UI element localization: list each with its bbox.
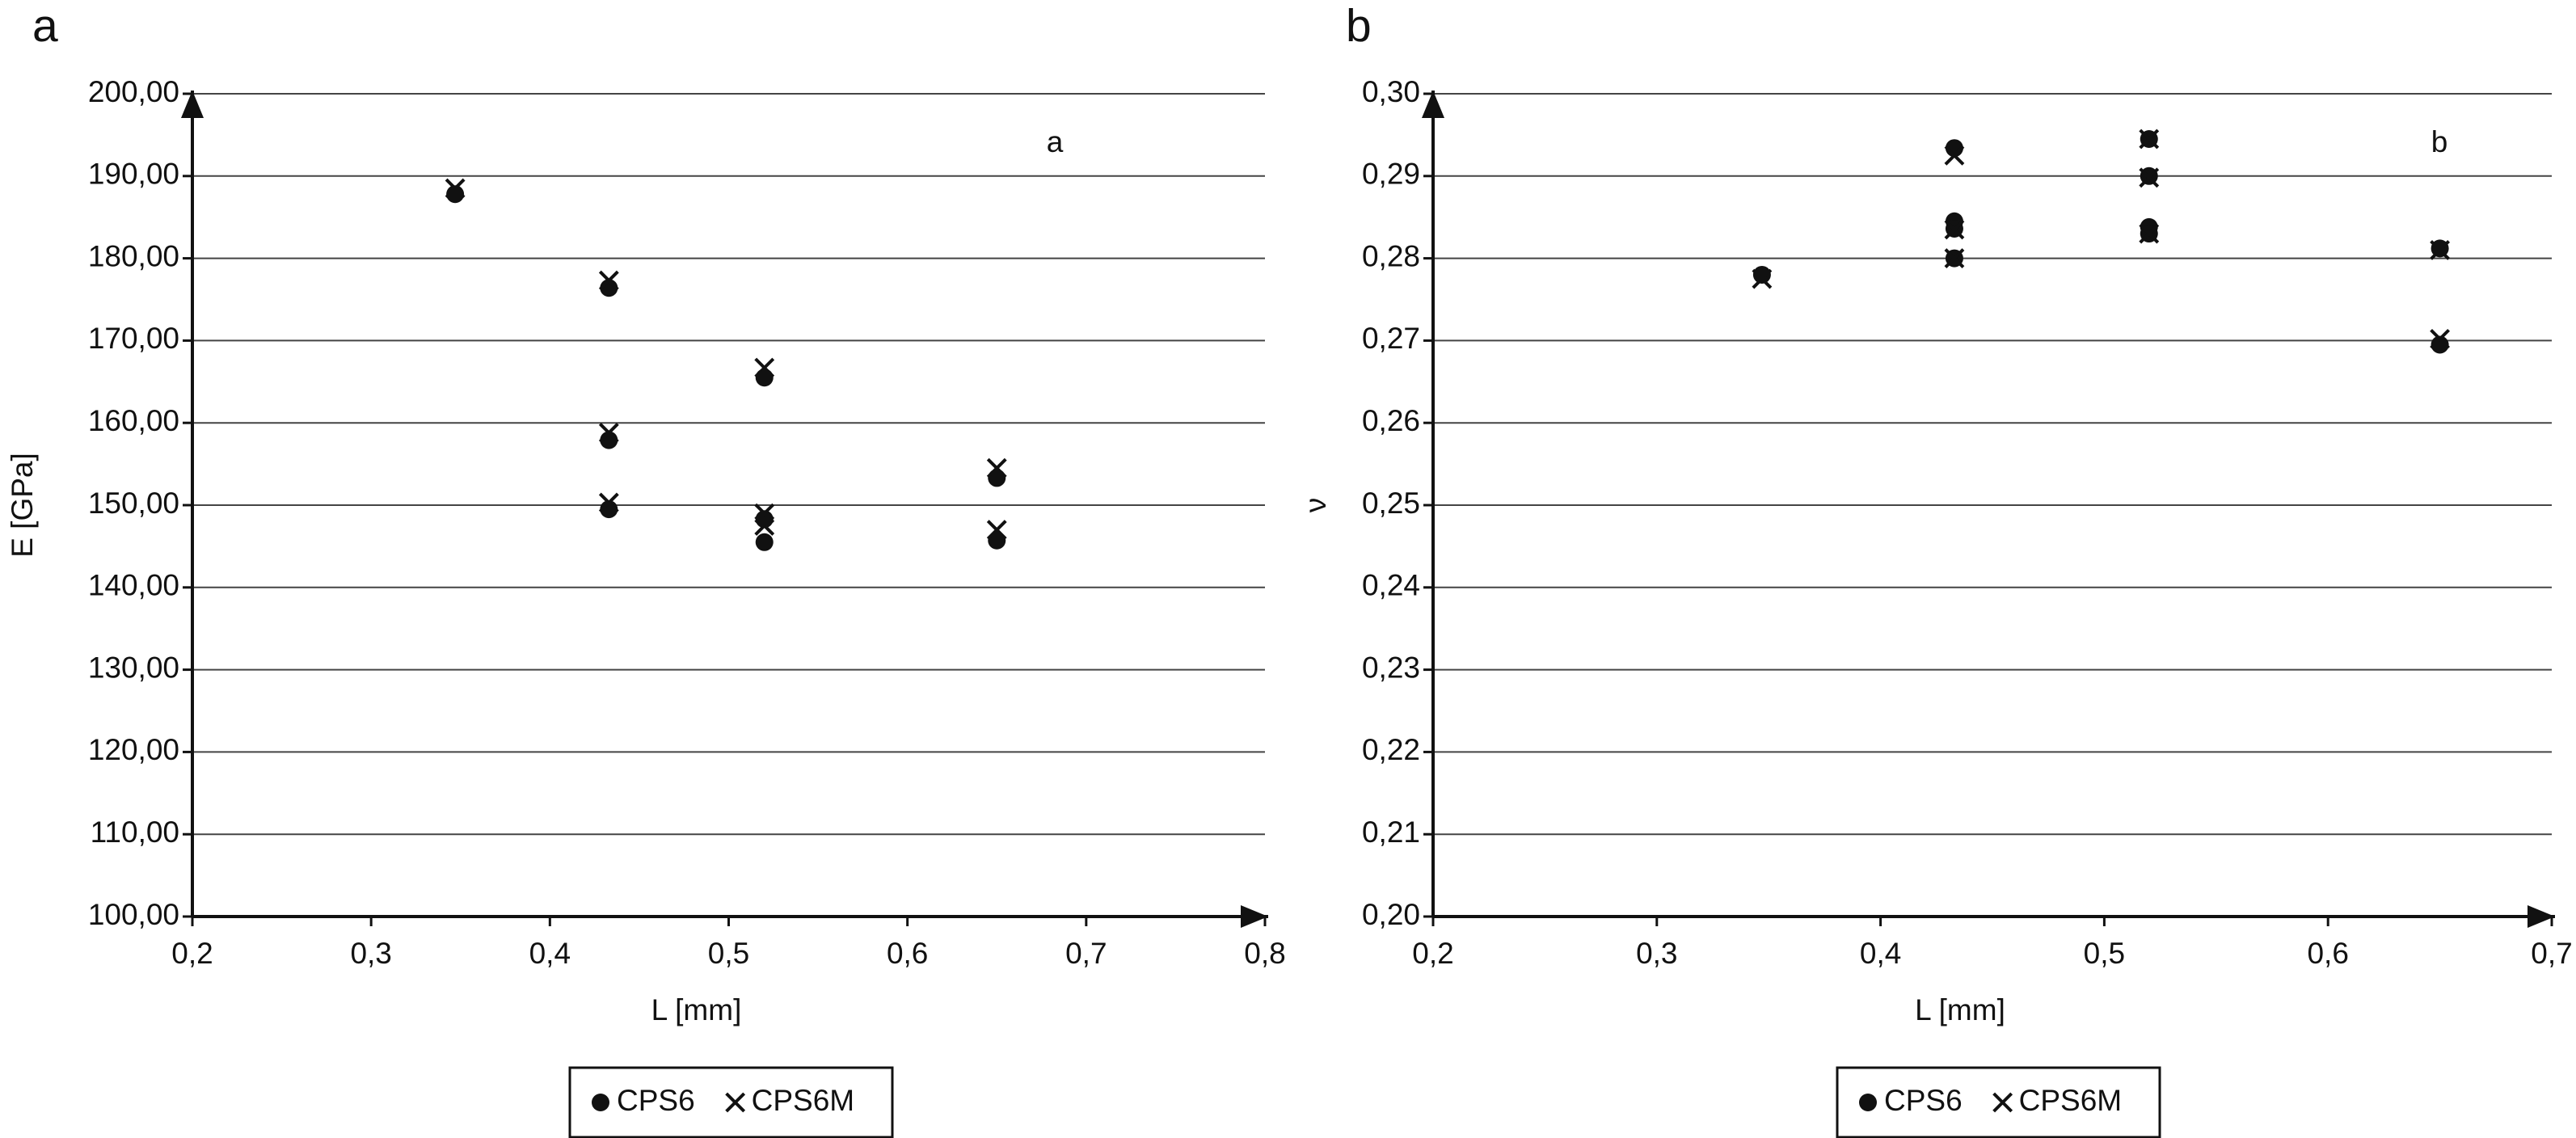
y-axis-label: ν xyxy=(1299,498,1332,513)
y-tick-label: 0,27 xyxy=(1362,322,1420,355)
data-point xyxy=(598,270,619,291)
y-tick-label: 0,28 xyxy=(1362,239,1420,272)
x-tick-label: 0,5 xyxy=(2084,937,2125,970)
data-point xyxy=(1944,145,1965,166)
legend-label: CPS6M xyxy=(2019,1084,2122,1117)
data-point xyxy=(1944,248,1965,269)
x-tick-label: 0,6 xyxy=(2307,937,2348,970)
legend-marker xyxy=(1859,1094,1877,1111)
x-tick-label: 0,6 xyxy=(887,937,928,970)
legend: CPS6 CPS6M xyxy=(568,1066,894,1138)
data-point xyxy=(598,423,619,443)
x-tick-label: 0,7 xyxy=(1065,937,1107,970)
data-point xyxy=(2431,335,2449,354)
data-point xyxy=(1944,219,1965,240)
data-point xyxy=(1752,265,1771,284)
y-tick-label: 0,20 xyxy=(1362,898,1420,931)
data-point xyxy=(755,533,774,551)
legend-box xyxy=(1836,1066,2161,1138)
data-point xyxy=(1752,268,1773,289)
y-axis-label: E [GPa] xyxy=(6,453,39,558)
data-point xyxy=(754,357,775,378)
data-point xyxy=(986,457,1007,478)
x-tick-label: 0,2 xyxy=(1412,937,1453,970)
legend-label: CPS6 xyxy=(1884,1084,1963,1117)
y-tick-label: 120,00 xyxy=(88,733,179,766)
y-tick-label: 0,24 xyxy=(1362,569,1420,602)
y-tick-label: 170,00 xyxy=(88,322,179,355)
y-tick-label: 100,00 xyxy=(88,898,179,931)
y-tick-label: 200,00 xyxy=(88,75,179,108)
data-point xyxy=(755,369,774,387)
x-tick-label: 0,3 xyxy=(1636,937,1677,970)
y-tick-label: 160,00 xyxy=(88,404,179,437)
x-tick-label: 0,2 xyxy=(171,937,213,970)
annotation: a xyxy=(1047,125,1064,158)
data-point xyxy=(986,520,1007,540)
legend-marker xyxy=(725,1092,746,1113)
y-tick-label: 130,00 xyxy=(88,651,179,684)
data-point xyxy=(988,469,1006,487)
legend-marker xyxy=(1992,1092,2013,1113)
data-point xyxy=(600,500,618,519)
panel-label: b xyxy=(1346,0,1372,52)
legend: CPS6 CPS6M xyxy=(1836,1066,2161,1138)
data-point xyxy=(2430,240,2451,260)
y-tick-label: 0,25 xyxy=(1362,487,1420,520)
legend-label: CPS6M xyxy=(752,1084,854,1117)
x-tick-label: 0,5 xyxy=(708,937,749,970)
data-point xyxy=(754,516,775,536)
y-tick-label: 110,00 xyxy=(91,816,179,849)
y-axis-arrow xyxy=(1422,91,1444,118)
data-point xyxy=(2139,167,2160,188)
x-tick-label: 0,3 xyxy=(350,937,391,970)
y-tick-label: 190,00 xyxy=(88,158,179,191)
data-point xyxy=(755,510,774,529)
data-point xyxy=(445,178,466,199)
x-tick-label: 0,4 xyxy=(529,937,571,970)
y-tick-label: 140,00 xyxy=(88,569,179,602)
panel: a 100,00 110,00 120,00 130,00 140,00 150,00 160… xyxy=(6,0,1286,1138)
panel-label: a xyxy=(32,0,58,52)
y-axis-arrow xyxy=(181,91,204,118)
annotation: b xyxy=(2431,125,2448,158)
x-tick-label: 0,8 xyxy=(1244,937,1285,970)
panel: b 0,20 0,21 0,22 0,23 0,24 0,25 0,26 0,27 0,28 0,2… xyxy=(1299,0,2573,1138)
y-tick-label: 0,30 xyxy=(1362,75,1420,108)
legend-label: CPS6 xyxy=(617,1084,695,1117)
y-tick-label: 0,26 xyxy=(1362,404,1420,437)
data-point xyxy=(2430,328,2451,349)
y-tick-label: 0,22 xyxy=(1362,733,1420,766)
y-tick-label: 180,00 xyxy=(88,239,179,272)
y-tick-label: 150,00 xyxy=(88,487,179,520)
data-point xyxy=(2139,223,2160,244)
y-tick-label: 0,29 xyxy=(1362,158,1420,191)
x-axis-label: L [mm] xyxy=(1915,993,2005,1026)
x-axis-label: L [mm] xyxy=(651,993,742,1026)
data-point xyxy=(446,185,465,204)
x-axis-arrow xyxy=(1241,905,1268,928)
x-tick-label: 0,4 xyxy=(1860,937,1901,970)
x-axis-arrow xyxy=(2528,905,2555,928)
y-tick-label: 0,21 xyxy=(1362,816,1420,849)
legend-marker xyxy=(592,1094,609,1111)
data-point xyxy=(598,492,619,513)
legend-box xyxy=(568,1066,894,1138)
data-point xyxy=(2139,129,2160,150)
x-tick-label: 0,7 xyxy=(2531,937,2572,970)
y-tick-label: 0,23 xyxy=(1362,651,1420,684)
